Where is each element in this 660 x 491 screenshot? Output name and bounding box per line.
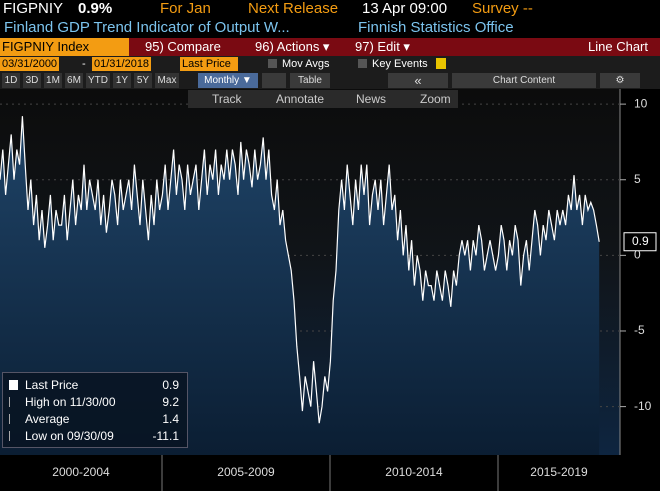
range-button[interactable]: 1Y (113, 73, 131, 88)
source: Finnish Statistics Office (358, 19, 514, 36)
range-button[interactable]: 1M (44, 73, 62, 88)
legend-value: 9.2 (162, 395, 179, 409)
range-button[interactable]: 6M (65, 73, 83, 88)
range-button[interactable]: 5Y (134, 73, 152, 88)
description-row: Finland GDP Trend Indicator of Output W.… (0, 19, 660, 38)
range-button[interactable]: 1D (2, 73, 20, 88)
last-value: 0.9% (78, 0, 113, 17)
end-date[interactable]: 01/31/2018 (92, 57, 152, 71)
start-date[interactable]: 03/31/2000 (0, 57, 60, 71)
tool-button[interactable]: Track (212, 92, 242, 106)
chart-tools: Track Annotate News Zoom (188, 90, 458, 108)
field-select[interactable]: Last Price (180, 57, 238, 71)
ticker: FIGPNIY (3, 0, 64, 17)
range-button[interactable]: Max (155, 73, 179, 88)
option[interactable]: Key Events (372, 58, 428, 70)
chart-icon[interactable] (262, 73, 286, 88)
x-tick-label: 2015-2019 (530, 465, 588, 479)
legend-label: High on 11/30/00 (25, 395, 116, 409)
frequency-select[interactable]: Monthly ▼ (198, 73, 258, 88)
x-tick-label: 2005-2009 (217, 465, 275, 479)
y-tick-label: 0 (634, 248, 641, 262)
legend-value: 0.9 (162, 378, 179, 392)
header-row: FIGPNIY 0.9% For Jan Next Release 13 Apr… (0, 0, 660, 19)
range-button[interactable]: 3D (23, 73, 41, 88)
date-dash: - (82, 58, 86, 70)
range-button[interactable]: YTD (86, 73, 110, 88)
period: For Jan (160, 0, 211, 17)
security-field[interactable]: FIGPNIY Index (0, 38, 129, 56)
legend-value: -11.1 (152, 429, 179, 443)
legend-label: Low on 09/30/09 (25, 429, 114, 443)
legend: Last Price 0.9 High on 11/30/00 9.2 Average 1… (2, 372, 188, 448)
last-price-label: 0.9 (632, 234, 649, 248)
chart: -10 -5 0 5 10 2000-2004 2005-2009 2010-2014 2015… (0, 89, 660, 491)
legend-label: Last Price (25, 378, 79, 392)
info-icon[interactable] (436, 58, 446, 69)
y-tick-label: -10 (634, 399, 652, 413)
tool-button[interactable]: Annotate (276, 92, 325, 106)
legend-icon (9, 431, 19, 441)
table-button[interactable]: Table (290, 73, 330, 88)
line (0, 116, 600, 424)
legend-icon (9, 414, 19, 424)
y-tick-label: -5 (634, 323, 645, 337)
menu-item[interactable]: 95) Compare (145, 39, 221, 54)
y-tick-label: 10 (634, 96, 648, 110)
chart-type[interactable]: Line Chart (588, 39, 648, 54)
release-date: 13 Apr 09:00 (362, 0, 448, 17)
tool-button[interactable]: Zoom (420, 92, 451, 106)
menu-item[interactable]: 97) Edit ▾ (355, 39, 410, 54)
x-tick-label: 2000-2004 (52, 465, 110, 479)
settings-row: 03/31/2000 - 01/31/2018 Last Price Mov A… (0, 56, 660, 72)
legend-value: 1.4 (162, 412, 179, 426)
area (0, 116, 600, 455)
legend-icon (9, 397, 19, 407)
checkbox[interactable] (268, 59, 277, 68)
tool-button[interactable]: News (356, 92, 387, 106)
settings-button[interactable]: ⚙ (600, 73, 640, 88)
menu-item[interactable]: 96) Actions ▾ (255, 39, 330, 54)
checkbox[interactable] (358, 59, 367, 68)
legend-label: Average (25, 412, 70, 426)
next-release: Next Release (248, 0, 339, 17)
legend-icon (9, 380, 18, 390)
y-tick-label: 5 (634, 172, 641, 186)
menu-bar: FIGPNIY Index 95) Compare 96) Actions ▾ … (0, 38, 660, 56)
axis-background (620, 89, 660, 455)
collapse-button[interactable]: « (388, 73, 448, 88)
last-price-tag (623, 232, 657, 252)
option[interactable]: Mov Avgs (282, 58, 330, 70)
survey: Survey -- (472, 0, 533, 17)
x-tick-label: 2010-2014 (385, 465, 443, 479)
description: Finland GDP Trend Indicator of Output W.… (4, 19, 290, 36)
chart-content-button[interactable]: Chart Content (452, 73, 596, 88)
